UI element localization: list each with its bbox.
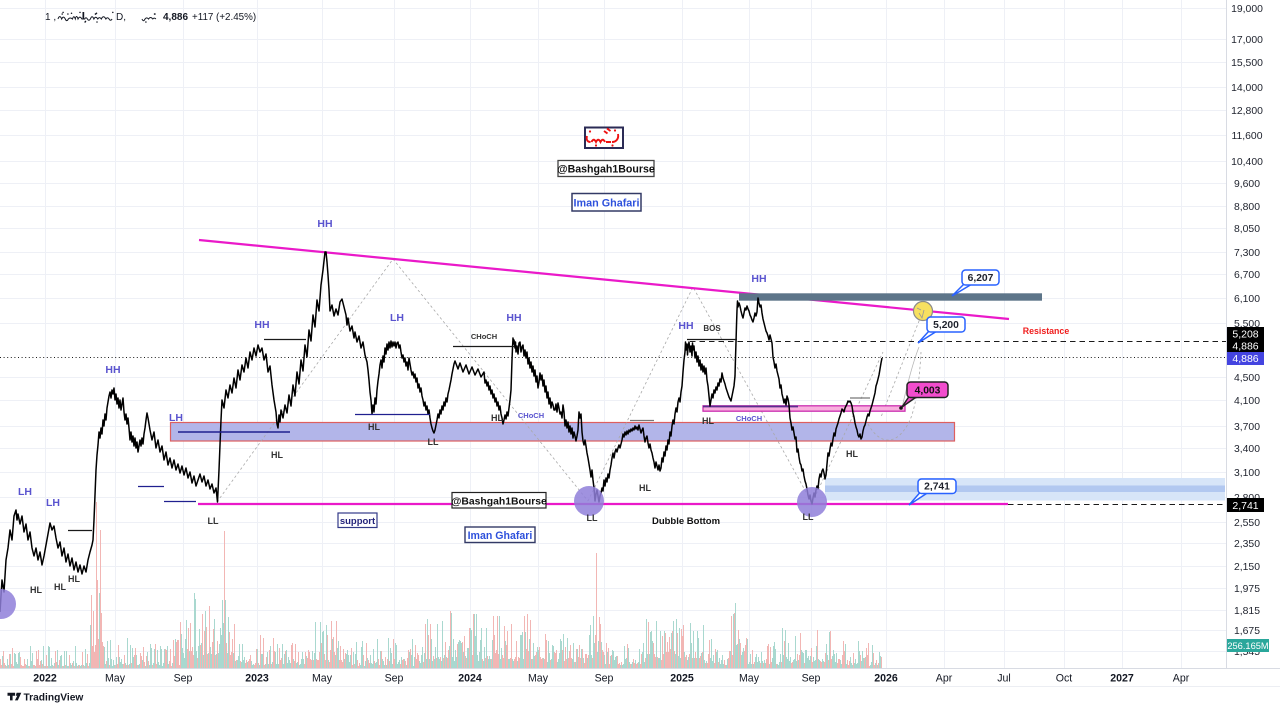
svg-text:LL: LL [803, 512, 814, 522]
svg-text:LL: LL [428, 437, 439, 447]
svg-text:9,600: 9,600 [1234, 179, 1260, 190]
svg-text:HL: HL [30, 585, 42, 595]
svg-text:8,050: 8,050 [1234, 224, 1260, 235]
svg-text:Apr: Apr [1173, 673, 1190, 685]
svg-text:HL: HL [491, 413, 503, 423]
svg-text:7,300: 7,300 [1234, 248, 1260, 259]
svg-text:2027: 2027 [1110, 673, 1134, 685]
svg-text:May: May [528, 673, 549, 685]
svg-text:17,000: 17,000 [1231, 35, 1263, 46]
svg-text:Sep: Sep [174, 673, 193, 685]
svg-text:HH: HH [751, 273, 766, 285]
svg-text:Iman Ghafari: Iman Ghafari [574, 198, 640, 210]
svg-text:6,207: 6,207 [968, 273, 994, 284]
svg-text:4,100: 4,100 [1234, 396, 1260, 407]
svg-text:1 ,: 1 , [45, 12, 56, 23]
svg-text:6,100: 6,100 [1234, 294, 1260, 305]
svg-text:HL: HL [271, 450, 283, 460]
svg-text:LH: LH [169, 412, 183, 424]
svg-text:May: May [739, 673, 760, 685]
svg-text:5,208: 5,208 [1232, 329, 1258, 341]
svg-text:HH: HH [317, 218, 332, 230]
svg-text:HL: HL [639, 483, 651, 493]
svg-text:BOS: BOS [703, 324, 721, 333]
svg-text:@Bashgah1Bourse: @Bashgah1Bourse [451, 497, 547, 508]
svg-text:D,: D, [116, 12, 126, 23]
svg-text:2025: 2025 [670, 673, 694, 685]
svg-text:HL: HL [846, 449, 858, 459]
svg-text:4,886: 4,886 [1232, 353, 1258, 365]
svg-text:HL: HL [702, 416, 714, 426]
svg-text:3,700: 3,700 [1234, 422, 1260, 433]
svg-text:May: May [312, 673, 333, 685]
svg-text:11,600: 11,600 [1231, 131, 1262, 142]
svg-text:Jul: Jul [997, 673, 1011, 685]
svg-text:1,545: 1,545 [1234, 647, 1260, 658]
svg-text:4,003: 4,003 [915, 386, 941, 397]
svg-text:6,700: 6,700 [1234, 270, 1260, 281]
svg-text:2022: 2022 [33, 673, 57, 685]
svg-text:1,675: 1,675 [1234, 626, 1260, 637]
svg-text:2,350: 2,350 [1234, 539, 1260, 550]
svg-text:Oct: Oct [1056, 673, 1073, 685]
svg-text:Sep: Sep [802, 673, 821, 685]
svg-text:HH: HH [105, 364, 120, 376]
svg-text:LL: LL [587, 513, 598, 523]
svg-text:2,741: 2,741 [1232, 500, 1258, 512]
svg-text:5,200: 5,200 [933, 320, 959, 331]
svg-text:3,400: 3,400 [1234, 444, 1260, 455]
svg-text:2023: 2023 [245, 673, 269, 685]
svg-text:10,400: 10,400 [1231, 157, 1263, 168]
svg-text:4,500: 4,500 [1234, 373, 1260, 384]
svg-text:Apr: Apr [936, 673, 953, 685]
svg-text:May: May [105, 673, 126, 685]
svg-text:1,975: 1,975 [1234, 584, 1260, 595]
svg-text:@Bashgah1Bourse: @Bashgah1Bourse [557, 164, 655, 176]
svg-text:CHoCH: CHoCH [471, 332, 497, 341]
svg-text:LL: LL [208, 516, 219, 526]
svg-text:Dubble Bottom: Dubble Bottom [652, 516, 720, 527]
svg-text:2026: 2026 [874, 673, 898, 685]
svg-text:+117 (+2.45%): +117 (+2.45%) [192, 12, 256, 23]
svg-text:HL: HL [54, 582, 66, 592]
svg-text:CHoCH: CHoCH [518, 411, 544, 420]
svg-text:15,500: 15,500 [1231, 58, 1263, 69]
svg-text:LH: LH [390, 312, 404, 324]
svg-text:4,886: 4,886 [1232, 341, 1258, 353]
svg-text:HH: HH [506, 312, 521, 324]
svg-text:12,800: 12,800 [1231, 106, 1263, 117]
svg-text:support: support [340, 516, 376, 527]
svg-text:LH: LH [46, 497, 60, 509]
svg-text:3,100: 3,100 [1234, 468, 1260, 479]
svg-text:2024: 2024 [458, 673, 482, 685]
svg-text:TradingView: TradingView [24, 693, 84, 704]
svg-text:4,886: 4,886 [163, 12, 188, 23]
svg-text:CHoCH: CHoCH [736, 414, 762, 423]
svg-text:256.165M: 256.165M [1227, 641, 1268, 651]
svg-text:19,000: 19,000 [1231, 4, 1263, 15]
svg-text:LH: LH [18, 486, 32, 498]
svg-text:2,741: 2,741 [924, 482, 950, 493]
svg-text:Sep: Sep [595, 673, 614, 685]
svg-text:14,000: 14,000 [1231, 83, 1263, 94]
svg-text:5,500: 5,500 [1234, 319, 1260, 330]
svg-text:8,800: 8,800 [1234, 202, 1260, 213]
svg-text:HH: HH [678, 320, 693, 332]
svg-text:HL: HL [68, 574, 80, 584]
svg-text:Iman Ghafari: Iman Ghafari [468, 530, 533, 542]
svg-text:HH: HH [254, 319, 269, 331]
svg-text:2,150: 2,150 [1234, 562, 1260, 573]
svg-text:2,550: 2,550 [1234, 518, 1260, 529]
svg-text:Resistance: Resistance [1023, 326, 1070, 336]
svg-text:HL: HL [368, 422, 380, 432]
svg-text:Sep: Sep [385, 673, 404, 685]
svg-text:1,815: 1,815 [1234, 606, 1260, 617]
